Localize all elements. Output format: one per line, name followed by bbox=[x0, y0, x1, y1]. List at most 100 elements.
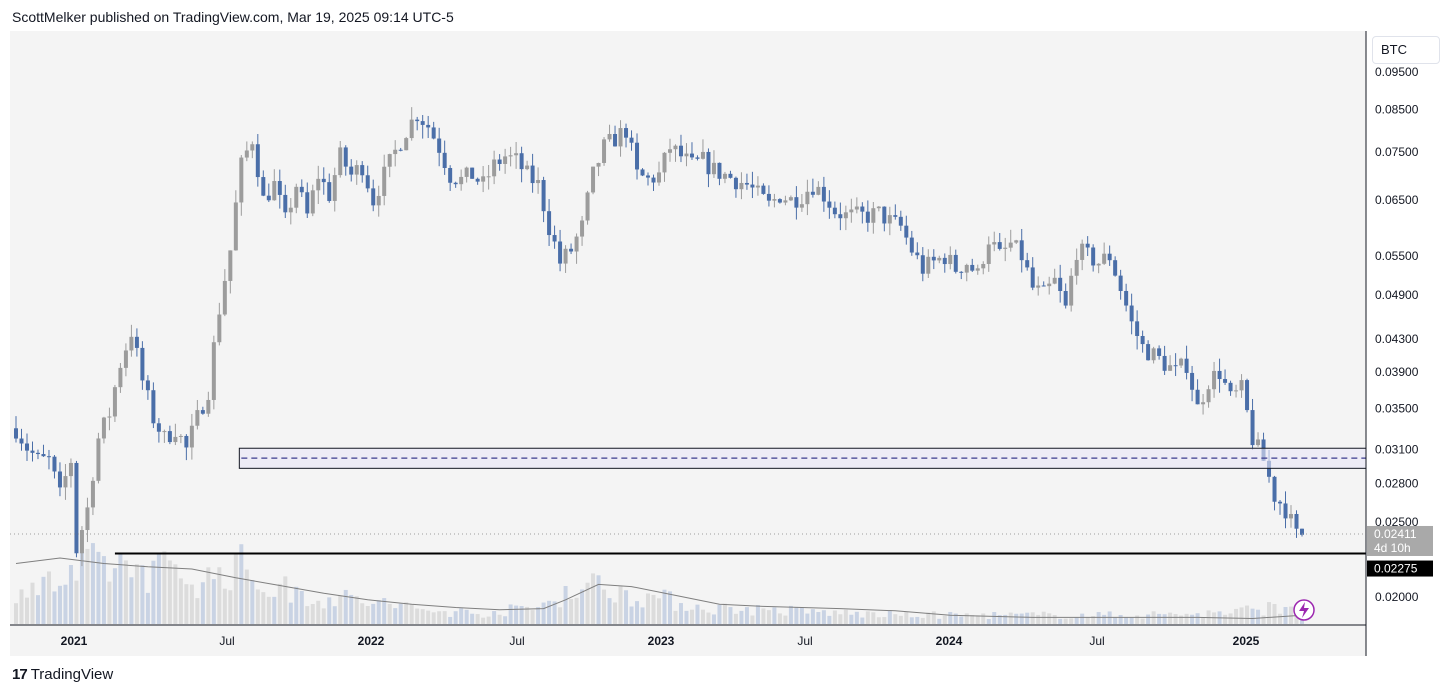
candle bbox=[453, 181, 458, 188]
volume-bar bbox=[728, 607, 733, 624]
candle bbox=[1146, 340, 1151, 361]
candle bbox=[365, 165, 370, 193]
candle bbox=[261, 170, 266, 197]
candle bbox=[887, 206, 892, 236]
candle bbox=[1140, 330, 1145, 353]
last-price-label: 0.02411 bbox=[1374, 527, 1417, 541]
volume-bar bbox=[926, 612, 931, 624]
candle bbox=[739, 172, 744, 200]
candle bbox=[909, 230, 914, 256]
candle bbox=[772, 193, 777, 208]
candle bbox=[926, 249, 931, 279]
candle bbox=[239, 155, 244, 216]
candle bbox=[975, 264, 980, 275]
volume-bar bbox=[937, 618, 942, 624]
candle bbox=[349, 159, 354, 182]
candle bbox=[1190, 365, 1195, 402]
y-tick-label: 0.02800 bbox=[1375, 477, 1419, 491]
volume-bar bbox=[162, 551, 167, 624]
volume-bar bbox=[1289, 606, 1294, 624]
volume-bar bbox=[629, 606, 634, 624]
volume-bar bbox=[613, 602, 618, 624]
volume-bar bbox=[711, 614, 716, 624]
candle bbox=[596, 162, 601, 177]
volume-bar bbox=[1272, 604, 1277, 624]
volume-bar bbox=[118, 552, 123, 624]
volume-bar bbox=[398, 603, 403, 624]
candle bbox=[338, 140, 343, 178]
candle bbox=[178, 434, 183, 444]
candle bbox=[321, 167, 326, 195]
volume-bar bbox=[250, 580, 255, 624]
volume-bar bbox=[140, 565, 145, 624]
candle bbox=[1063, 283, 1068, 309]
candle bbox=[629, 130, 634, 151]
volume-bar bbox=[607, 598, 612, 624]
volume-bar bbox=[266, 596, 271, 624]
candle bbox=[838, 202, 843, 231]
candle bbox=[552, 225, 557, 249]
tradingview-logo: 17 TradingView bbox=[12, 666, 113, 683]
candle bbox=[1157, 345, 1162, 360]
candle bbox=[1195, 379, 1200, 405]
volume-bar bbox=[189, 584, 194, 624]
candle bbox=[525, 160, 530, 171]
candle bbox=[536, 167, 541, 194]
candle bbox=[123, 343, 128, 377]
y-tick-label: 0.03900 bbox=[1375, 365, 1419, 379]
candle bbox=[986, 236, 991, 272]
volume-bar bbox=[1091, 616, 1096, 624]
candle bbox=[777, 198, 782, 204]
volume-bar bbox=[1058, 618, 1063, 624]
volume-bar bbox=[1118, 614, 1123, 624]
volume-bar bbox=[222, 588, 227, 624]
candle bbox=[695, 155, 700, 161]
candle bbox=[475, 177, 480, 185]
candle bbox=[200, 406, 205, 415]
x-tick-label: 2024 bbox=[936, 634, 963, 648]
volume-bar bbox=[602, 589, 607, 624]
candle bbox=[1113, 256, 1118, 277]
candle bbox=[750, 171, 755, 199]
volume-bar bbox=[1069, 618, 1074, 624]
volume-bar bbox=[580, 589, 585, 624]
candle bbox=[1052, 268, 1057, 285]
volume-bar bbox=[624, 590, 629, 624]
candle bbox=[332, 167, 337, 212]
y-tick-label: 0.09500 bbox=[1375, 65, 1419, 79]
candle bbox=[904, 215, 909, 245]
volume-bar bbox=[327, 597, 332, 624]
candle bbox=[222, 269, 227, 317]
volume-bar bbox=[909, 617, 914, 624]
volume-bar bbox=[503, 616, 508, 624]
candle bbox=[283, 184, 288, 219]
candle bbox=[794, 186, 799, 220]
tradingview-brand: TradingView bbox=[30, 666, 114, 683]
volume-bar bbox=[541, 602, 546, 624]
candle bbox=[415, 116, 420, 131]
candle bbox=[860, 202, 865, 224]
candle bbox=[569, 243, 574, 255]
volume-bar bbox=[854, 611, 859, 624]
candle bbox=[46, 449, 51, 470]
volume-bar bbox=[79, 551, 84, 624]
candle bbox=[189, 413, 194, 460]
volume-bar bbox=[239, 544, 244, 624]
volume-bar bbox=[667, 591, 672, 624]
volume-bar bbox=[1129, 617, 1134, 624]
candle bbox=[722, 171, 727, 184]
low-value: 0.02272 bbox=[382, 40, 430, 55]
volume-bar bbox=[1245, 605, 1250, 624]
candle bbox=[893, 204, 898, 220]
volume-bar bbox=[492, 611, 497, 624]
currency-button[interactable]: BTC bbox=[1372, 36, 1440, 64]
candle bbox=[1162, 345, 1167, 375]
x-tick-label: 2021 bbox=[61, 634, 88, 648]
volume-bar bbox=[761, 608, 766, 624]
candle bbox=[266, 183, 271, 203]
volume-bar bbox=[288, 602, 293, 624]
volume-bar bbox=[1008, 612, 1013, 624]
volume-bar bbox=[558, 607, 563, 624]
candle bbox=[635, 133, 640, 180]
x-tick-label: Jul bbox=[1089, 634, 1104, 648]
